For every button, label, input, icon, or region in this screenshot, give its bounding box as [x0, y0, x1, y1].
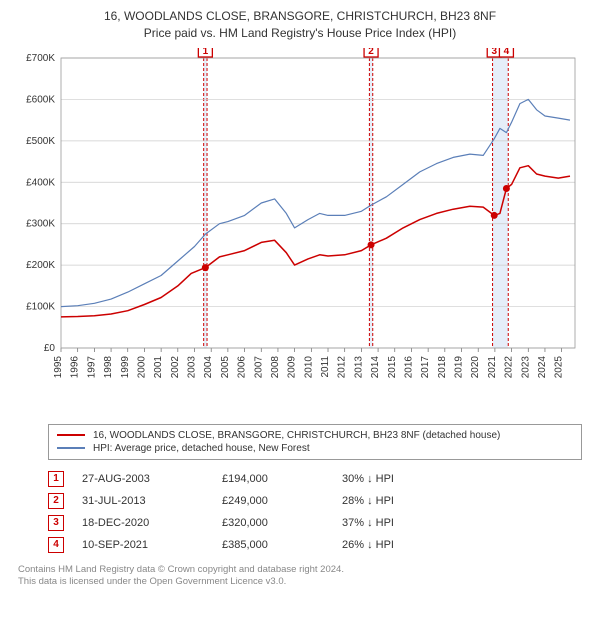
sale-row: 4 10-SEP-2021£385,00026% ↓ HPI: [48, 534, 582, 556]
svg-text:2024: 2024: [537, 355, 548, 378]
svg-text:2: 2: [368, 48, 374, 57]
svg-text:1995: 1995: [53, 355, 64, 378]
svg-text:2014: 2014: [370, 355, 381, 378]
footer-line-1: Contains HM Land Registry data © Crown c…: [18, 564, 582, 576]
svg-text:2007: 2007: [253, 355, 264, 378]
svg-text:3: 3: [491, 48, 497, 57]
svg-text:2000: 2000: [136, 355, 147, 378]
legend-swatch: [57, 447, 85, 449]
svg-text:2021: 2021: [487, 355, 498, 378]
sale-hpi-diff: 28% ↓ HPI: [342, 495, 462, 507]
svg-text:1998: 1998: [103, 355, 114, 378]
legend-item: 16, WOODLANDS CLOSE, BRANSGORE, CHRISTCH…: [57, 429, 573, 442]
svg-text:4: 4: [504, 48, 510, 57]
sale-date: 10-SEP-2021: [82, 539, 222, 551]
svg-text:2019: 2019: [454, 355, 465, 378]
svg-text:£0: £0: [44, 343, 56, 354]
svg-text:1999: 1999: [120, 355, 131, 378]
svg-text:2011: 2011: [320, 355, 331, 377]
sale-row: 3 18-DEC-2020£320,00037% ↓ HPI: [48, 512, 582, 534]
svg-text:2016: 2016: [403, 355, 414, 378]
legend-item: HPI: Average price, detached house, New …: [57, 442, 573, 455]
legend-label: HPI: Average price, detached house, New …: [93, 443, 310, 454]
svg-text:2022: 2022: [504, 355, 515, 378]
legend: 16, WOODLANDS CLOSE, BRANSGORE, CHRISTCH…: [48, 424, 582, 460]
sale-date: 27-AUG-2003: [82, 473, 222, 485]
svg-text:1: 1: [203, 48, 209, 57]
sale-price: £385,000: [222, 539, 342, 551]
sale-hpi-diff: 30% ↓ HPI: [342, 473, 462, 485]
svg-text:2003: 2003: [187, 355, 198, 378]
sale-index-badge: 3: [48, 515, 64, 531]
svg-text:£700K: £700K: [26, 53, 55, 64]
svg-text:2005: 2005: [220, 355, 231, 378]
price-chart: £0 £100K £200K £300K £400K £500K £600K £700K 199…: [15, 48, 585, 418]
sale-date: 31-JUL-2013: [82, 495, 222, 507]
sale-hpi-diff: 37% ↓ HPI: [342, 517, 462, 529]
svg-text:1996: 1996: [70, 355, 81, 378]
sale-row: 1 27-AUG-2003£194,00030% ↓ HPI: [48, 468, 582, 490]
svg-text:2009: 2009: [287, 355, 298, 378]
title-line-1: 16, WOODLANDS CLOSE, BRANSGORE, CHRISTCH…: [8, 8, 592, 25]
svg-text:£200K: £200K: [26, 260, 55, 271]
svg-text:£100K: £100K: [26, 301, 55, 312]
legend-label: 16, WOODLANDS CLOSE, BRANSGORE, CHRISTCH…: [93, 430, 500, 441]
legend-swatch: [57, 434, 85, 436]
footer-attribution: Contains HM Land Registry data © Crown c…: [18, 564, 582, 589]
sale-index-badge: 2: [48, 493, 64, 509]
sales-table: 1 27-AUG-2003£194,00030% ↓ HPI 2 31-JUL-201…: [48, 468, 582, 556]
chart-title-block: 16, WOODLANDS CLOSE, BRANSGORE, CHRISTCH…: [8, 8, 592, 42]
sale-hpi-diff: 26% ↓ HPI: [342, 539, 462, 551]
svg-text:£400K: £400K: [26, 177, 55, 188]
svg-text:1997: 1997: [86, 355, 97, 378]
svg-text:2020: 2020: [470, 355, 481, 378]
svg-text:2017: 2017: [420, 355, 431, 378]
chart-container: £0 £100K £200K £300K £400K £500K £600K £700K 199…: [15, 48, 585, 418]
footer-line-2: This data is licensed under the Open Gov…: [18, 576, 582, 588]
svg-text:2008: 2008: [270, 355, 281, 378]
svg-text:2004: 2004: [203, 355, 214, 378]
svg-text:2010: 2010: [303, 355, 314, 378]
svg-text:2001: 2001: [153, 355, 164, 378]
svg-text:2015: 2015: [387, 355, 398, 378]
svg-text:2006: 2006: [237, 355, 248, 378]
svg-text:2018: 2018: [437, 355, 448, 378]
sale-price: £194,000: [222, 473, 342, 485]
svg-text:£300K: £300K: [26, 218, 55, 229]
svg-text:2012: 2012: [337, 355, 348, 378]
svg-text:2013: 2013: [353, 355, 364, 378]
svg-text:£500K: £500K: [26, 135, 55, 146]
svg-text:2025: 2025: [554, 355, 565, 378]
title-line-2: Price paid vs. HM Land Registry's House …: [8, 25, 592, 42]
sale-price: £320,000: [222, 517, 342, 529]
sale-date: 18-DEC-2020: [82, 517, 222, 529]
svg-text:£600K: £600K: [26, 94, 55, 105]
svg-text:2023: 2023: [520, 355, 531, 378]
sale-row: 2 31-JUL-2013£249,00028% ↓ HPI: [48, 490, 582, 512]
sale-index-badge: 1: [48, 471, 64, 487]
sale-price: £249,000: [222, 495, 342, 507]
svg-text:2002: 2002: [170, 355, 181, 378]
sale-index-badge: 4: [48, 537, 64, 553]
